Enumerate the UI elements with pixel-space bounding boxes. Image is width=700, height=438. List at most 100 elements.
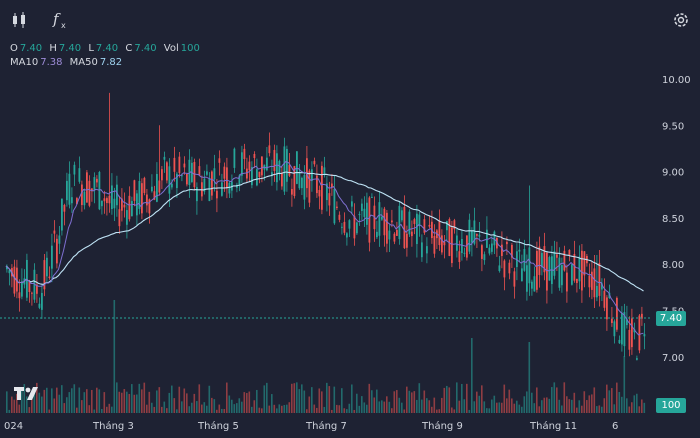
candle-body bbox=[291, 189, 293, 195]
volume-bar bbox=[506, 398, 508, 413]
candle-body bbox=[631, 318, 633, 348]
volume-bar bbox=[438, 409, 441, 413]
volume-bar bbox=[373, 397, 376, 413]
volume-bar bbox=[576, 407, 578, 413]
volume-bar bbox=[563, 382, 566, 413]
volume-bar bbox=[231, 399, 233, 413]
candle-body bbox=[111, 185, 113, 210]
volume-bar bbox=[468, 409, 471, 413]
volume-bar bbox=[603, 398, 606, 413]
candle-body bbox=[276, 153, 278, 183]
volume-bar bbox=[293, 383, 296, 413]
candle-body bbox=[523, 249, 526, 271]
candle-body bbox=[421, 242, 423, 258]
candle-body bbox=[123, 204, 126, 208]
x-tick-label: 6 bbox=[612, 421, 618, 432]
candle-body bbox=[363, 208, 366, 217]
volume-bar bbox=[441, 397, 443, 413]
candle-body bbox=[376, 231, 378, 238]
candle-body bbox=[423, 219, 426, 233]
volume-bar bbox=[308, 396, 311, 413]
volume-bar bbox=[463, 399, 466, 413]
candle-body bbox=[53, 230, 56, 234]
volume-bar bbox=[456, 382, 458, 413]
volume-bar bbox=[233, 404, 236, 413]
price-axis[interactable]: 10.009.509.008.508.007.507.006.50 bbox=[662, 75, 691, 410]
candle-body bbox=[623, 312, 626, 347]
candle-body bbox=[133, 180, 136, 201]
candle-body bbox=[268, 145, 271, 154]
volume-bar bbox=[18, 404, 21, 413]
volume-bar bbox=[583, 391, 586, 413]
volume-bar bbox=[166, 408, 168, 413]
candle-body bbox=[516, 251, 518, 268]
volume-bar bbox=[143, 382, 146, 413]
volume-bar bbox=[361, 396, 363, 413]
candle-body bbox=[641, 313, 643, 319]
y-tick-label: 7.00 bbox=[662, 353, 684, 364]
function-icon[interactable]: f x bbox=[50, 9, 72, 31]
candle-body bbox=[301, 177, 303, 189]
candle-body bbox=[513, 271, 516, 287]
candle-body bbox=[28, 281, 31, 293]
high-value: 7.40 bbox=[58, 43, 82, 54]
volume-bar bbox=[146, 404, 148, 413]
volume-bar bbox=[566, 396, 568, 413]
candle-body bbox=[338, 214, 341, 220]
candle-body bbox=[426, 246, 428, 254]
candle-body bbox=[633, 329, 636, 333]
candle-body bbox=[508, 262, 511, 274]
candle-body bbox=[243, 148, 246, 160]
candle-body bbox=[461, 239, 463, 254]
y-tick-label: 8.50 bbox=[662, 214, 684, 225]
volume-bar bbox=[378, 401, 381, 413]
gear-icon[interactable] bbox=[670, 9, 692, 31]
candle-body bbox=[466, 235, 468, 258]
candle-body bbox=[591, 271, 593, 290]
candle-body bbox=[326, 183, 328, 201]
candle-body bbox=[418, 214, 421, 227]
volume-bar bbox=[561, 405, 563, 413]
volume-bar bbox=[281, 405, 283, 413]
volume-bar bbox=[536, 387, 538, 413]
candle-body bbox=[396, 230, 398, 236]
candlestick-icon[interactable] bbox=[8, 9, 30, 31]
candle-body bbox=[483, 254, 486, 261]
candle-body bbox=[541, 252, 543, 268]
volume-bar bbox=[383, 401, 386, 413]
volume-bar bbox=[571, 399, 573, 413]
candle-body bbox=[228, 182, 231, 194]
candle-body bbox=[256, 169, 258, 186]
volume-bar bbox=[433, 397, 436, 413]
candle-body bbox=[51, 245, 53, 269]
candle-body bbox=[288, 164, 291, 176]
candle-body bbox=[568, 250, 571, 255]
tradingview-logo[interactable] bbox=[14, 384, 44, 402]
open-value: 7.40 bbox=[19, 43, 43, 54]
volume-bar bbox=[401, 402, 403, 413]
candle-body bbox=[118, 209, 121, 227]
volume-bar bbox=[208, 385, 211, 413]
volume-bar bbox=[511, 398, 513, 413]
volume-bars bbox=[6, 300, 646, 413]
svg-text:f: f bbox=[52, 10, 61, 28]
volume-bar bbox=[588, 395, 591, 413]
candle-body bbox=[611, 318, 613, 323]
candle-body bbox=[278, 160, 281, 175]
volume-bar bbox=[203, 402, 206, 413]
candle-body bbox=[311, 169, 313, 182]
volume-bar bbox=[451, 407, 453, 413]
candle-body bbox=[88, 180, 91, 206]
candle-body bbox=[596, 285, 598, 298]
time-axis[interactable]: 024 Tháng 3 Tháng 5 Tháng 7 Tháng 9 Tháng 11 6 bbox=[4, 420, 618, 432]
candle-body bbox=[618, 339, 621, 344]
volume-bar bbox=[63, 403, 66, 413]
volume-bar bbox=[201, 404, 203, 413]
volume-bar bbox=[303, 390, 306, 413]
volume-bar bbox=[6, 391, 8, 413]
candle-body bbox=[223, 166, 226, 179]
candle-body bbox=[213, 168, 216, 180]
volume-bar bbox=[591, 394, 593, 413]
x-tick-label: 024 bbox=[4, 421, 23, 432]
